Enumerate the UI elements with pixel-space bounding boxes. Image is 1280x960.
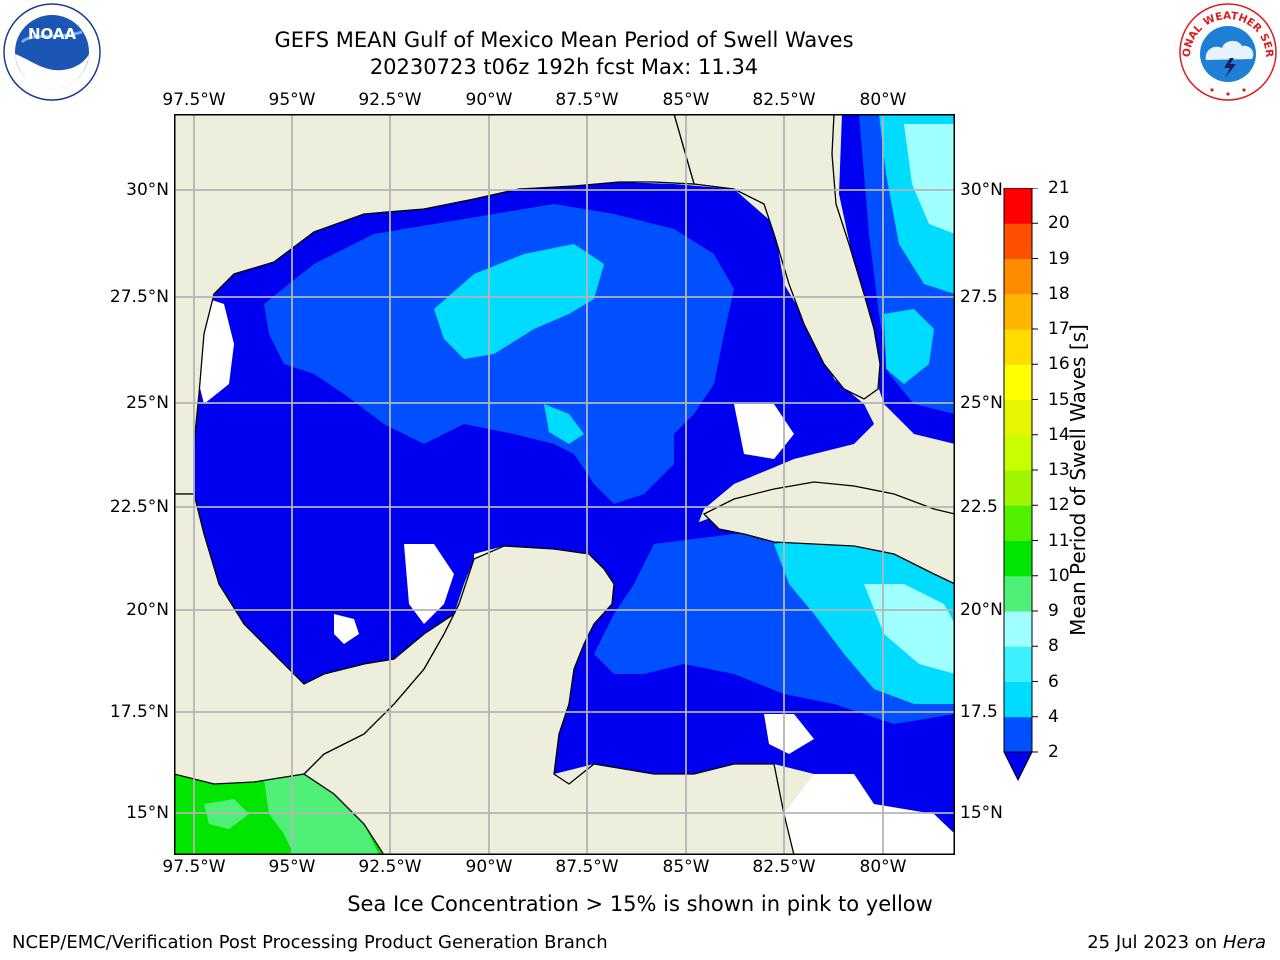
- lon-label-top: 82.5°W: [752, 90, 816, 110]
- colorbar-bin: [1004, 540, 1032, 577]
- lat-label-right: 15°N: [960, 803, 1003, 823]
- lat-label-left: 17.5°N: [109, 702, 169, 722]
- colorbar-bin: [1004, 329, 1032, 365]
- noaa-logo: NOAA: [2, 2, 102, 102]
- nws-logo: NATIONAL WEATHER SERVICE: [1174, 0, 1278, 102]
- footer-date: 25 Jul 2023 on Hera: [1087, 932, 1266, 954]
- gulf-cyan: [434, 244, 604, 359]
- colorbar-bin: [1004, 293, 1032, 330]
- nodata-4: [764, 714, 814, 754]
- atlantic-cyan-2: [884, 309, 934, 384]
- footer-machine: Hera: [1222, 932, 1266, 953]
- lat-label-left: 15°N: [126, 803, 169, 823]
- colorbar-tick-label: 4: [1048, 706, 1059, 727]
- lon-label-top: 92.5°W: [358, 90, 422, 110]
- footer-date-text: 25 Jul 2023 on: [1087, 932, 1223, 953]
- noaa-logo-text: NOAA: [28, 25, 77, 43]
- colorbar-bin: [1004, 258, 1032, 295]
- colorbar-bin: [1004, 399, 1032, 436]
- colorbar-tick-label: 12: [1048, 495, 1070, 516]
- colorbar-tick-label: 13: [1048, 460, 1070, 480]
- colorbar-bin: [1004, 681, 1032, 718]
- lat-label-right: 25°N: [960, 393, 1003, 413]
- chart-subtitle: 20230723 t06z 192h fcst Max: 11.34: [369, 55, 759, 79]
- colorbar-bin: [1004, 223, 1032, 259]
- map-frame: [174, 114, 955, 855]
- lon-label-top: 80°W: [859, 90, 907, 110]
- colorbar-tick-label: 15: [1048, 389, 1070, 410]
- colorbar-tick-label: 17: [1048, 319, 1070, 339]
- lon-label-top: 97.5°W: [162, 90, 226, 110]
- colorbar-tick-label: 2: [1048, 742, 1059, 762]
- footer-credit: NCEP/EMC/Verification Post Processing Pr…: [12, 932, 608, 953]
- lon-label-top: 85°W: [662, 90, 710, 110]
- lat-label-right: 20°N: [960, 600, 1003, 620]
- map-plot: [174, 114, 955, 855]
- lat-label-left: 22.5°N: [109, 497, 169, 517]
- colorbar-tick-label: 21: [1048, 178, 1070, 198]
- atlantic-light-cyan: [904, 124, 955, 234]
- lat-label-right: 22.5: [960, 497, 998, 517]
- colorbar-bin: [1004, 575, 1032, 612]
- colorbar-label: Mean Period of Swell Waves [s]: [1066, 324, 1090, 636]
- colorbar-bin: [1004, 434, 1032, 471]
- lon-label-top: 95°W: [268, 90, 316, 110]
- colorbar: [1003, 188, 1038, 782]
- colorbar-bin: [1004, 188, 1032, 224]
- lon-label-top: 87.5°W: [555, 90, 619, 110]
- colorbar-tick-label: 14: [1048, 424, 1070, 445]
- lon-label-bottom: 90°W: [465, 857, 513, 877]
- lat-label-left: 25°N: [126, 393, 169, 413]
- lon-label-bottom: 97.5°W: [162, 857, 226, 877]
- colorbar-tick-label: 16: [1048, 354, 1070, 375]
- lon-label-bottom: 80°W: [859, 857, 907, 877]
- lon-label-bottom: 95°W: [268, 857, 316, 877]
- nodata-6: [404, 544, 454, 624]
- colorbar-tick-label: 18: [1048, 283, 1070, 304]
- lat-label-left: 27.5°N: [109, 287, 169, 307]
- nodata-5: [784, 774, 955, 855]
- lat-label-right: 17.5: [960, 702, 998, 722]
- lon-label-bottom: 87.5°W: [555, 857, 619, 877]
- nodata-7: [334, 614, 359, 644]
- chart-title: GEFS MEAN Gulf of Mexico Mean Period of …: [274, 28, 854, 52]
- colorbar-tick-label: 20: [1048, 213, 1070, 234]
- caribbean-light-cyan: [864, 584, 955, 674]
- lon-label-bottom: 92.5°W: [358, 857, 422, 877]
- caribbean-cyan: [774, 534, 955, 704]
- nodata-3: [734, 404, 794, 459]
- sea-ice-note: Sea Ice Concentration > 15% is shown in …: [347, 892, 933, 916]
- grid-lines: [174, 114, 955, 855]
- colorbar-tick-label: 11: [1048, 530, 1070, 551]
- lat-label-right: 30°N: [960, 180, 1003, 200]
- colorbar-bin: [1004, 611, 1032, 647]
- florida-land: [673, 114, 881, 400]
- colorbar-bin: [1004, 716, 1032, 753]
- gulf-cyan-2: [544, 404, 584, 444]
- lon-label-top: 90°W: [465, 90, 513, 110]
- colorbar-tick-label: 19: [1048, 248, 1070, 269]
- lat-label-left: 30°N: [126, 180, 169, 200]
- colorbar-tick-label: 8: [1048, 636, 1059, 657]
- colorbar-tick-label: 6: [1048, 671, 1059, 692]
- lon-label-bottom: 82.5°W: [752, 857, 816, 877]
- colorbar-bin: [1004, 364, 1032, 400]
- lat-label-right: 27.5: [960, 287, 998, 307]
- lon-label-bottom: 85°W: [662, 857, 710, 877]
- colorbar-tick-label: 9: [1048, 601, 1059, 621]
- colorbar-extend-triangle: [1003, 751, 1033, 782]
- colorbar-tick-label: 10: [1048, 565, 1070, 586]
- gulf-mid-blue: [264, 204, 734, 504]
- colorbar-bin: [1004, 470, 1032, 506]
- colorbar-bin: [1004, 646, 1032, 682]
- pacific-light-green-2: [204, 799, 249, 829]
- colorbar-bin: [1004, 505, 1032, 541]
- lat-label-left: 20°N: [126, 600, 169, 620]
